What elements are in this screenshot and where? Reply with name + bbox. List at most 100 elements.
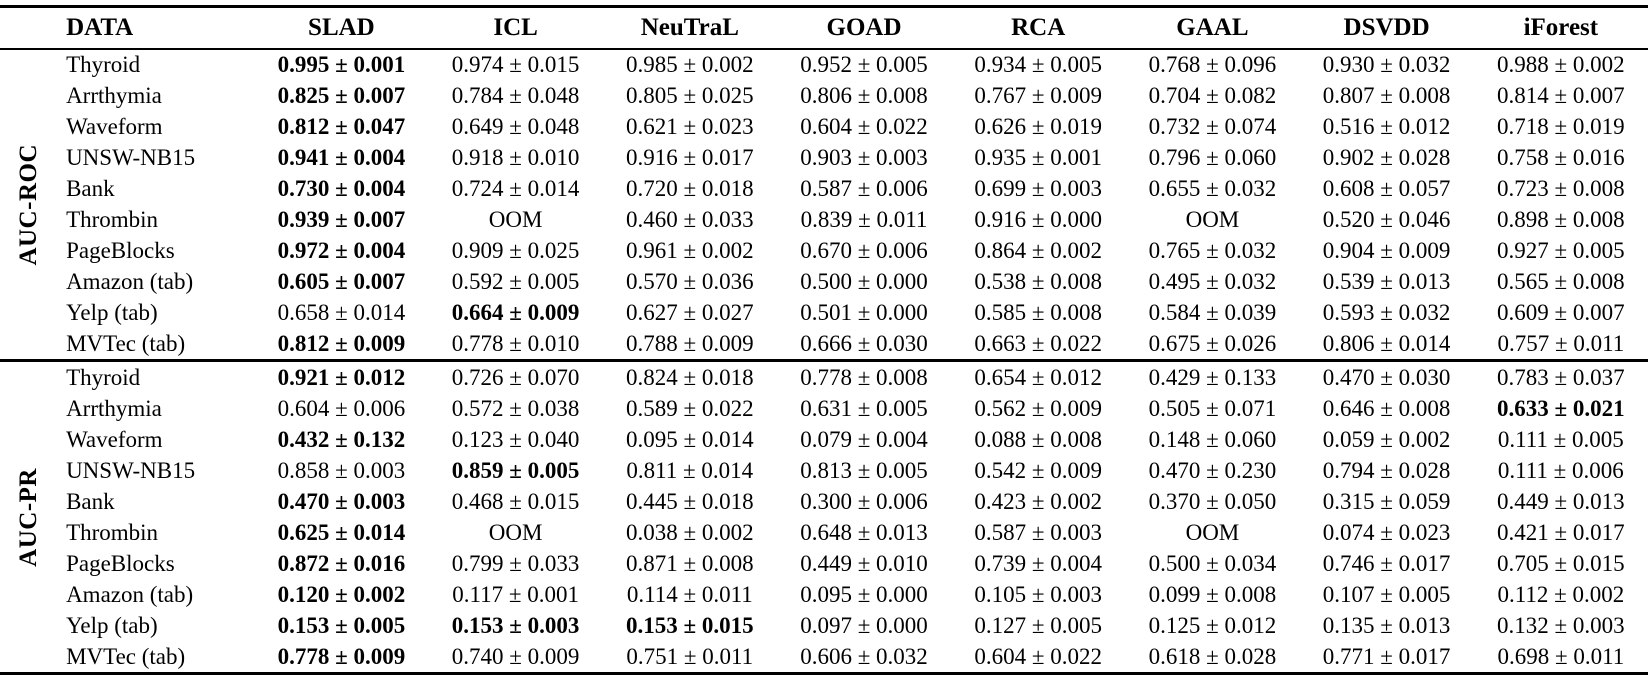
result-cell: 0.449 ± 0.010 <box>800 550 928 576</box>
result-cell: 0.811 ± 0.014 <box>626 458 754 484</box>
result-cell: 0.095 ± 0.014 <box>625 427 754 453</box>
corner-cell <box>0 6 59 50</box>
table-row: Waveform 0.432 ± 0.132 0.123 ± 0.040 0.095 … <box>0 424 1648 455</box>
result-cell: 0.120 ± 0.002 <box>277 581 406 607</box>
result-cell: 0.732 ± 0.074 <box>1148 114 1277 140</box>
result-cell: 0.864 ± 0.002 <box>974 237 1103 263</box>
result-cell: 0.952 ± 0.005 <box>800 52 928 78</box>
result-cell: 0.117 ± 0.001 <box>452 581 579 607</box>
result-cell: OOM <box>488 207 543 233</box>
table-row: PageBlocks 0.972 ± 0.004 0.909 ± 0.025 0.96… <box>0 235 1648 266</box>
result-cell: OOM <box>488 519 543 545</box>
result-cell: 0.921 ± 0.012 <box>254 359 429 394</box>
result-cell: 0.805 ± 0.025 <box>625 83 754 109</box>
result-cell: 0.570 ± 0.036 <box>625 268 754 294</box>
result-cell: 0.460 ± 0.033 <box>625 207 754 233</box>
result-cell: 0.740 ± 0.009 <box>451 643 580 669</box>
result-cell: 0.429 ± 0.133 <box>1125 359 1300 394</box>
result-cell: 0.038 ± 0.002 <box>625 519 754 545</box>
dataset-name: UNSW-NB15 <box>66 145 196 171</box>
header-row: DATA SLAD ICL NeuTraL GOAD RCA GAAL DSVDD iFores… <box>0 6 1648 50</box>
dataset-name: Waveform <box>66 114 163 140</box>
result-cell: 0.300 ± 0.006 <box>800 488 928 514</box>
result-cell: 0.649 ± 0.048 <box>451 114 580 140</box>
column-header-data: DATA <box>58 6 255 50</box>
column-header-iforest: iForest <box>1473 6 1648 50</box>
result-cell: 0.988 ± 0.002 <box>1497 52 1625 78</box>
result-cell: 0.562 ± 0.009 <box>974 396 1103 422</box>
result-cell: 0.739 ± 0.004 <box>974 550 1103 576</box>
result-cell: 0.584 ± 0.039 <box>1148 299 1277 325</box>
result-cell: 0.648 ± 0.013 <box>800 519 928 545</box>
result-cell: 0.658 ± 0.014 <box>277 299 406 325</box>
result-cell: 0.898 ± 0.008 <box>1497 207 1625 233</box>
result-cell: 0.105 ± 0.003 <box>974 581 1103 607</box>
result-cell: 0.538 ± 0.008 <box>974 268 1103 294</box>
dataset-name: UNSW-NB15 <box>66 458 196 484</box>
result-cell: OOM <box>1185 519 1240 545</box>
dataset-name: Yelp (tab) <box>66 612 158 638</box>
dataset-name: PageBlocks <box>66 237 175 263</box>
result-cell: 0.153 ± 0.015 <box>625 612 754 638</box>
result-cell: 0.585 ± 0.008 <box>974 299 1103 325</box>
column-header-icl: ICL <box>428 6 603 50</box>
result-cell: 0.500 ± 0.034 <box>1148 550 1277 576</box>
result-cell: 0.132 ± 0.003 <box>1497 612 1625 638</box>
dataset-name: Bank <box>66 488 115 514</box>
result-cell: 0.627 ± 0.027 <box>625 299 754 325</box>
result-cell: 0.757 ± 0.011 <box>1497 330 1625 356</box>
result-cell: 0.107 ± 0.005 <box>1322 581 1451 607</box>
dataset-name: Amazon (tab) <box>66 581 194 607</box>
result-cell: 0.972 ± 0.004 <box>277 237 406 263</box>
result-cell: 0.153 ± 0.003 <box>451 612 580 638</box>
result-cell: 0.927 ± 0.005 <box>1497 237 1625 263</box>
result-cell: 0.726 ± 0.070 <box>428 359 603 394</box>
result-cell: 0.449 ± 0.013 <box>1497 488 1625 514</box>
result-cell: 0.315 ± 0.059 <box>1322 488 1451 514</box>
result-cell: 0.904 ± 0.009 <box>1322 237 1451 263</box>
result-cell: 0.720 ± 0.018 <box>625 176 754 202</box>
dataset-name: Waveform <box>66 427 163 453</box>
result-cell: 0.858 ± 0.003 <box>277 458 406 484</box>
result-cell: 0.778 ± 0.008 <box>776 359 952 394</box>
result-cell: 0.909 ± 0.025 <box>451 237 580 263</box>
dataset-name: Thyroid <box>66 52 141 78</box>
result-cell: 0.723 ± 0.008 <box>1497 176 1625 202</box>
result-cell: 0.794 ± 0.028 <box>1322 458 1451 484</box>
dataset-name: Thrombin <box>66 519 159 545</box>
result-cell: 0.470 ± 0.030 <box>1299 359 1474 394</box>
result-cell: 0.814 ± 0.007 <box>1497 83 1625 109</box>
result-cell: 0.432 ± 0.132 <box>277 427 406 453</box>
result-cell: 0.470 ± 0.230 <box>1148 458 1277 484</box>
dataset-name: Yelp (tab) <box>66 299 158 325</box>
table-header: DATA SLAD ICL NeuTraL GOAD RCA GAAL DSVDD iFores… <box>0 6 1648 50</box>
column-header-dsvdd: DSVDD <box>1299 6 1474 50</box>
result-cell: 0.765 ± 0.032 <box>1148 237 1277 263</box>
result-cell: 0.625 ± 0.014 <box>277 519 406 545</box>
result-cell: 0.825 ± 0.007 <box>277 83 406 109</box>
result-cell: 0.605 ± 0.007 <box>277 268 406 294</box>
result-cell: 0.916 ± 0.000 <box>974 207 1103 233</box>
result-cell: 0.112 ± 0.002 <box>1497 581 1625 607</box>
result-cell: 0.872 ± 0.016 <box>277 550 406 576</box>
result-cell: 0.995 ± 0.001 <box>277 52 406 78</box>
result-cell: 0.839 ± 0.011 <box>800 207 928 233</box>
result-cell: 0.806 ± 0.008 <box>800 83 928 109</box>
result-cell: 0.675 ± 0.026 <box>1148 330 1277 356</box>
table-row: UNSW-NB15 0.858 ± 0.003 0.859 ± 0.005 0.811… <box>0 455 1648 486</box>
dataset-name: Bank <box>66 176 115 202</box>
result-cell: 0.799 ± 0.033 <box>451 550 580 576</box>
result-cell: 0.699 ± 0.003 <box>974 176 1103 202</box>
result-cell: 0.074 ± 0.023 <box>1322 519 1451 545</box>
result-cell: 0.587 ± 0.003 <box>974 519 1103 545</box>
result-cell: 0.618 ± 0.028 <box>1148 643 1277 669</box>
section-label: AUC-PR <box>15 467 43 567</box>
result-cell: 0.423 ± 0.002 <box>974 488 1103 514</box>
result-cell: 0.370 ± 0.050 <box>1148 488 1277 514</box>
result-cell: 0.916 ± 0.017 <box>625 145 754 171</box>
table-row: Amazon (tab) 0.605 ± 0.007 0.592 ± 0.005 0.… <box>0 266 1648 297</box>
result-cell: 0.604 ± 0.022 <box>800 114 928 140</box>
result-cell: 0.718 ± 0.019 <box>1497 114 1625 140</box>
result-cell: 0.604 ± 0.022 <box>974 643 1103 669</box>
